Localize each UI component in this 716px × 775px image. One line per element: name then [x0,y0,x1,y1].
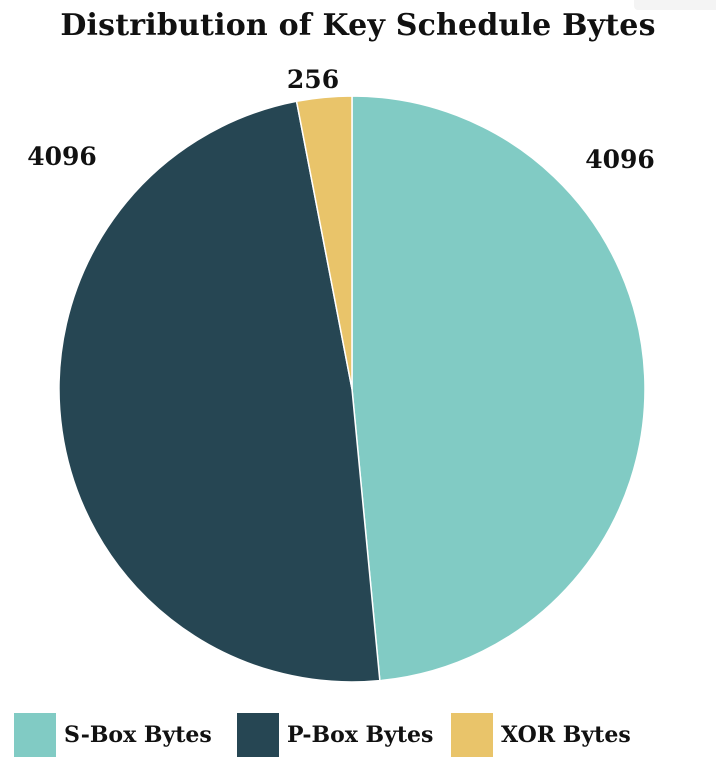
legend-item-s-box: S-Box Bytes [14,712,212,758]
pie-label-s-box: 4096 [585,145,655,174]
legend-swatch-s-box [14,713,56,757]
legend-item-xor: XOR Bytes [451,712,631,758]
legend-label-xor: XOR Bytes [501,722,631,748]
pie-slice-xor [295,95,353,390]
pie-slices [58,95,646,683]
legend-label-p-box: P-Box Bytes [287,722,434,748]
pie-slice-p-box [58,100,381,683]
legend: S-Box Bytes P-Box Bytes XOR Bytes [14,712,704,762]
legend-item-p-box: P-Box Bytes [237,712,433,758]
legend-label-s-box: S-Box Bytes [64,722,212,748]
corner-tab [634,0,716,10]
pie-label-xor: 256 [287,65,339,94]
legend-swatch-p-box [237,713,279,757]
pie-slice-s-box [351,95,646,682]
chart-title: Distribution of Key Schedule Bytes [60,8,656,43]
pie-labels: 4096 4096 256 [27,65,655,174]
legend-swatch-xor [451,713,493,757]
pie-label-p-box: 4096 [27,142,97,171]
